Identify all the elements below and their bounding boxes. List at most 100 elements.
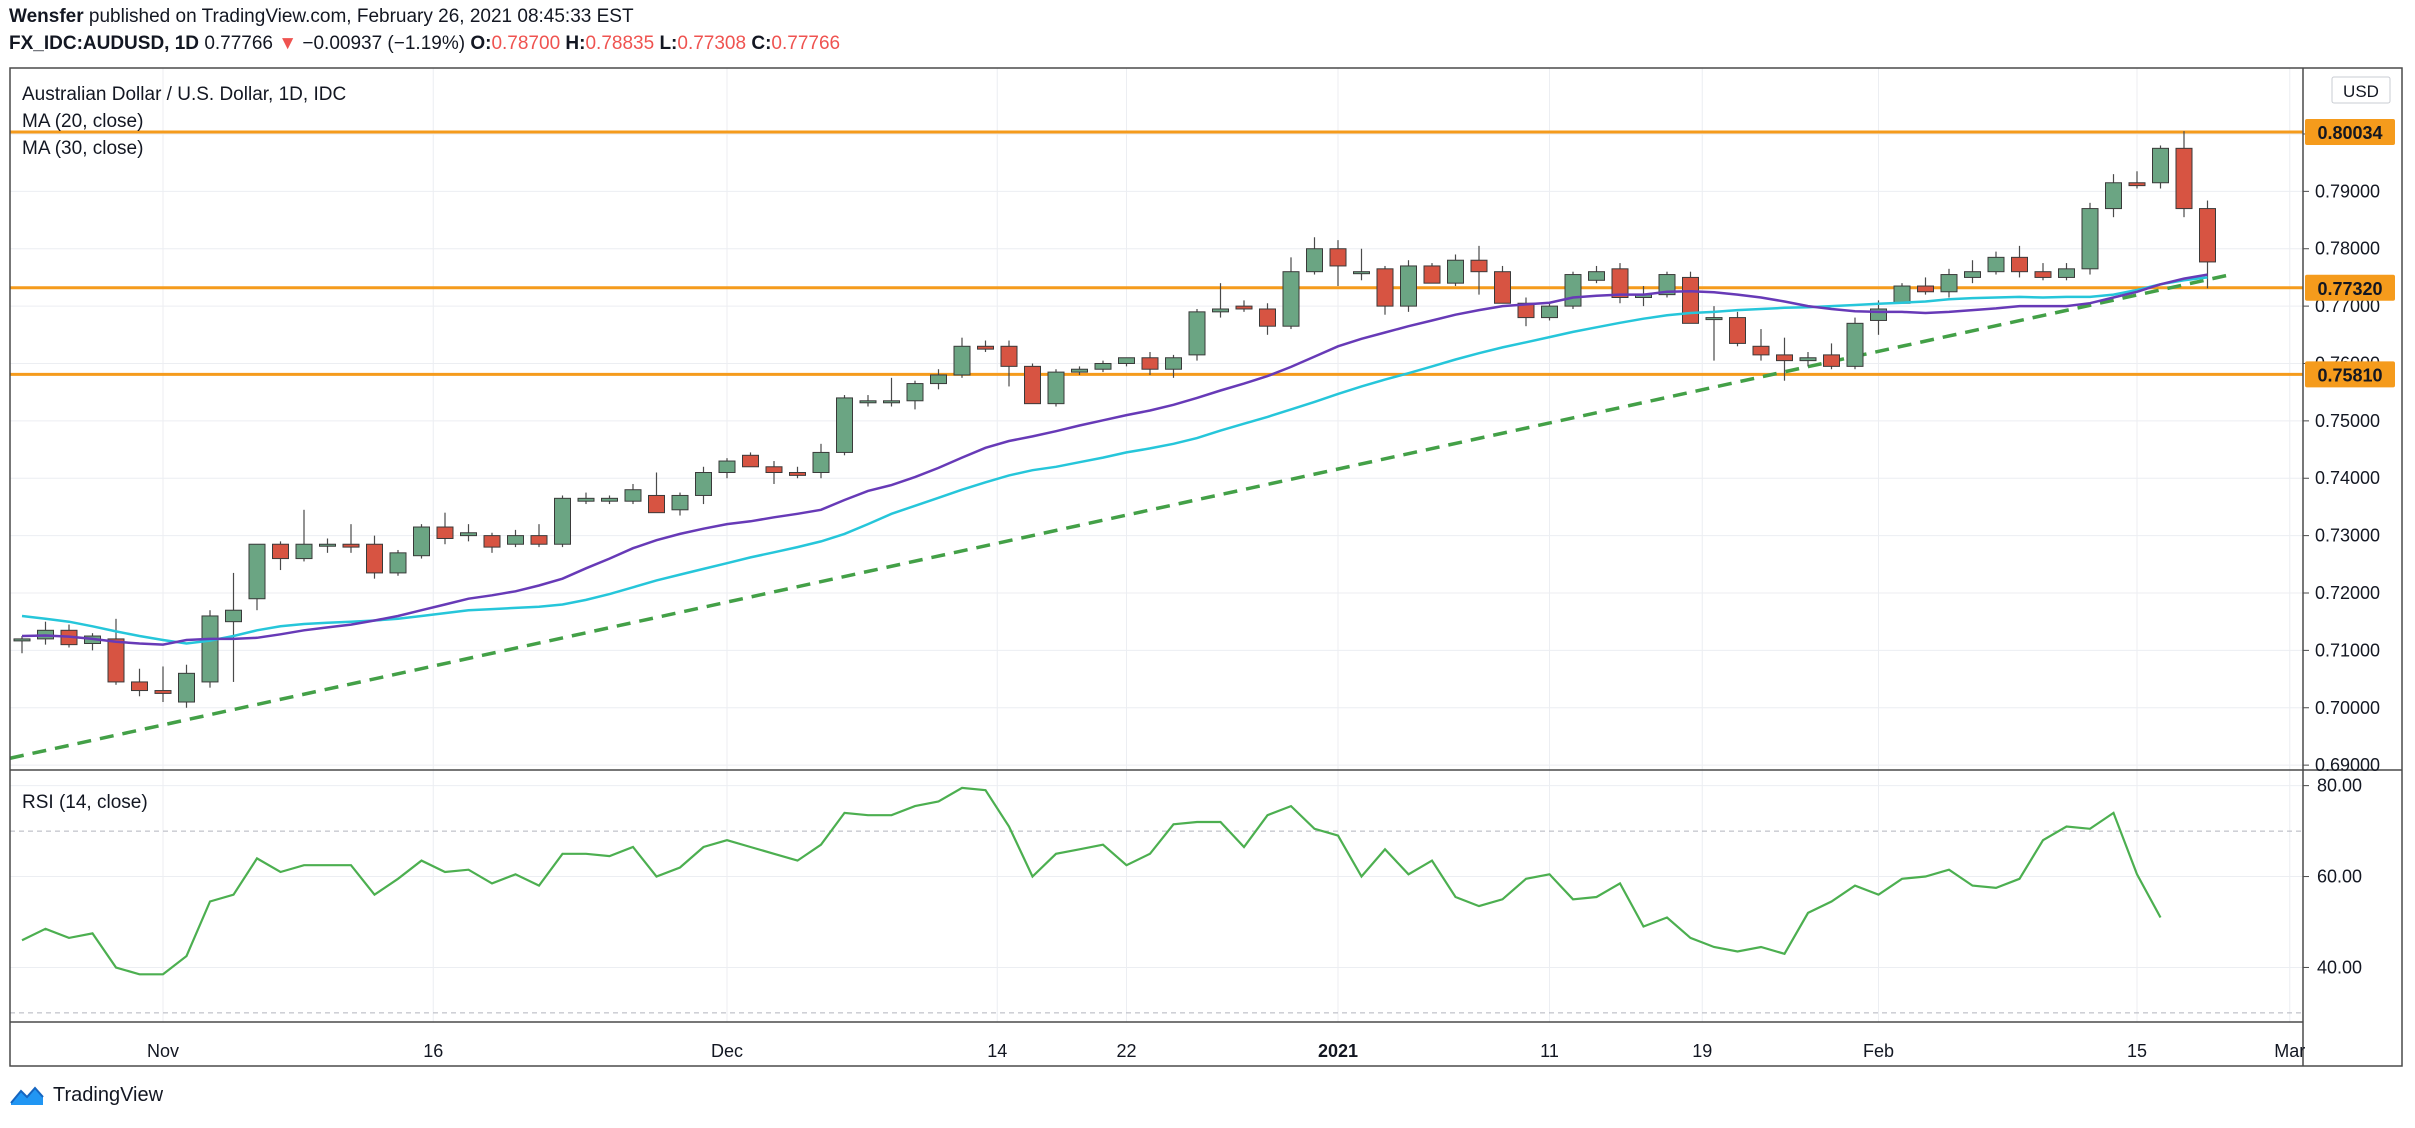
candle-body xyxy=(1729,317,1746,344)
level-price-tag xyxy=(2305,274,2395,301)
legend: Australian Dollar / U.S. Dollar, 1D, IDC… xyxy=(22,76,2391,813)
candle-body xyxy=(859,400,877,404)
candle-body xyxy=(1846,322,1864,367)
rsi-tick-label: 60.00 xyxy=(2317,867,2362,887)
time-tick-label: Feb xyxy=(1863,1041,1894,1061)
candle-body xyxy=(13,638,31,642)
candle-body xyxy=(906,383,924,402)
candle-body xyxy=(1682,276,1699,324)
last-price: 0.77766 xyxy=(204,33,273,54)
footer: TradingView xyxy=(9,1084,163,1107)
candle-body xyxy=(554,497,571,545)
candle-body xyxy=(1776,354,1793,362)
candle-body xyxy=(953,345,971,376)
candle-body xyxy=(2128,182,2146,187)
candle-body xyxy=(1282,271,1300,327)
candle-body xyxy=(977,345,994,350)
level-price-tag xyxy=(2305,361,2395,388)
price-tick-label: 0.73000 xyxy=(2315,526,2380,546)
high-value: 0.78835 xyxy=(585,33,655,54)
candle-body xyxy=(1000,345,1018,367)
time-tick-label: Nov xyxy=(147,1041,179,1061)
time-tick-label: Dec xyxy=(711,1041,743,1061)
tradingview-brand: TradingView xyxy=(53,1084,164,1106)
time-tick-label: 14 xyxy=(987,1041,1007,1061)
symbol-ohlc-line: FX_IDC:AUDUSD, 1D 0.77766 ▼ −0.00937 (−1… xyxy=(9,33,840,55)
candle-body xyxy=(225,609,242,623)
candle-body xyxy=(413,526,430,557)
candle-body xyxy=(718,460,736,474)
low-label: L: xyxy=(659,33,678,54)
moving-averages xyxy=(21,273,2208,646)
candle-body xyxy=(1917,285,1934,293)
price-axis[interactable]: 0.69000 0.70000 0.71000 0.72000 0.73000 0.740… xyxy=(2303,124,2380,775)
candle-body xyxy=(1118,357,1135,364)
time-axis[interactable]: Nov 16 Dec 14 22 2021 11 19 Feb 15 Mar xyxy=(147,1041,2305,1061)
candle-body xyxy=(366,543,383,574)
candle-body xyxy=(2058,268,2075,278)
candle-body xyxy=(695,472,712,496)
publisher-name: Wensfer xyxy=(9,6,84,27)
level-price-tag-label: 0.80034 xyxy=(2317,123,2382,143)
candle-body xyxy=(1024,365,1041,405)
candle-body xyxy=(178,672,195,703)
level-price-tag-label: 0.77320 xyxy=(2317,279,2382,299)
price-tick-label: 0.69000 xyxy=(2315,755,2380,775)
candle-body xyxy=(107,638,125,683)
price-tick-label: 0.75000 xyxy=(2315,411,2380,431)
candle-body xyxy=(812,451,830,474)
publish-text: published on TradingView.com, February 2… xyxy=(88,6,634,27)
candle-body xyxy=(2199,208,2216,263)
rsi-pane xyxy=(21,786,2162,976)
candle-body xyxy=(883,400,900,404)
candle-body xyxy=(1188,311,1206,356)
candle-body xyxy=(789,472,806,476)
candle-body xyxy=(1376,268,1394,307)
candle-body xyxy=(1235,305,1253,310)
time-tick-label: 15 xyxy=(2127,1041,2147,1061)
candle-body xyxy=(765,466,783,474)
candle-body xyxy=(507,535,524,545)
change-down-icon: ▼ xyxy=(278,33,298,54)
candle-body xyxy=(648,494,665,514)
price-tick-label: 0.79000 xyxy=(2315,181,2380,201)
price-tick-label: 0.77000 xyxy=(2315,296,2380,316)
candle-body xyxy=(436,526,454,539)
candle-body xyxy=(295,543,313,560)
level-price-tag-label: 0.75810 xyxy=(2317,365,2382,385)
candle-body xyxy=(1870,308,1887,321)
candle-body xyxy=(1470,259,1488,273)
candle-body xyxy=(1705,317,1723,321)
candle-body xyxy=(1306,248,1323,273)
candle-body xyxy=(1047,371,1065,405)
candle-body xyxy=(2105,182,2122,210)
horizontal-levels xyxy=(10,130,2303,376)
close-value: 0.77766 xyxy=(771,33,841,54)
high-label: H: xyxy=(565,33,586,54)
legend-rsi: RSI (14, close) xyxy=(22,792,148,813)
rsi-line xyxy=(21,786,2162,976)
price-tick-label: 0.72000 xyxy=(2315,583,2380,603)
time-tick-label: 22 xyxy=(1116,1041,1136,1061)
candle-body xyxy=(601,497,618,502)
candle-body xyxy=(1329,248,1347,267)
publish-info: Wensfer published on TradingView.com, Fe… xyxy=(9,6,634,28)
rsi-axis[interactable]: 40.00 60.00 80.00 xyxy=(2303,776,2362,978)
rsi-tick-label: 40.00 xyxy=(2317,957,2362,977)
symbol-label: FX_IDC:AUDUSD, 1D xyxy=(9,33,200,54)
candle-body xyxy=(1353,271,1370,275)
candle-body xyxy=(1165,357,1182,370)
candle-body xyxy=(1588,271,1605,281)
price-chart[interactable]: 0.69000 0.70000 0.71000 0.72000 0.73000 0.740… xyxy=(0,0,2415,1080)
candle-body xyxy=(1799,357,1817,362)
outer-frame xyxy=(9,67,2403,1067)
legend-title: Australian Dollar / U.S. Dollar, 1D, IDC xyxy=(22,84,346,105)
candle-body xyxy=(460,532,477,537)
candle-body xyxy=(1447,259,1464,284)
candle-body xyxy=(1611,268,1629,299)
price-tick-label: 0.71000 xyxy=(2315,640,2380,660)
candle-body xyxy=(2152,147,2169,184)
candle-body xyxy=(389,552,407,574)
candle-body xyxy=(154,690,172,694)
candle-body xyxy=(1094,362,1112,370)
